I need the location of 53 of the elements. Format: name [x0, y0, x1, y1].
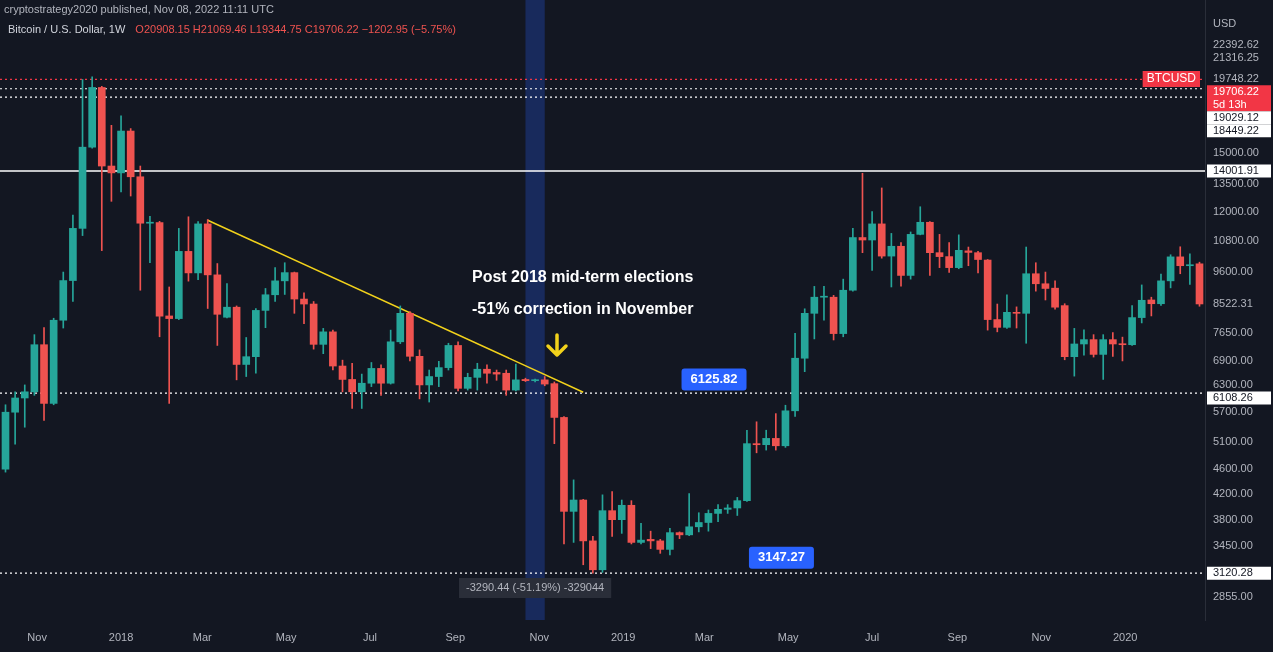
ref-line-label: 18449.22: [1213, 123, 1259, 136]
y-tick-label: 6900.00: [1213, 353, 1253, 366]
y-axis-title: USD: [1213, 17, 1237, 30]
y-tick-label: 2855.00: [1213, 590, 1253, 603]
x-tick-label: Mar: [694, 630, 715, 643]
x-tick-label: 2020: [1112, 630, 1138, 643]
ref-line-label: 3120.28: [1213, 566, 1253, 579]
y-tick-label: 8522.31: [1213, 297, 1253, 309]
band-label: -3290.44 (-51.19%) -329044: [465, 581, 605, 594]
y-tick-label: 19748.22: [1213, 71, 1259, 84]
x-tick-label: Jul: [865, 630, 880, 643]
y-tick-label: 15000.00: [1213, 145, 1259, 158]
y-tick-label: 4200.00: [1213, 486, 1253, 499]
x-tick-label: 2019: [610, 630, 636, 643]
text: Bitcoin / U.S. Dollar, 1W: [8, 23, 126, 36]
y-tick-label: 3800.00: [1213, 513, 1253, 526]
y-tick-label: 5700.00: [1213, 404, 1253, 417]
x-tick-label: Mar: [192, 630, 213, 643]
candlestick: [1186, 253, 1194, 285]
y-tick-label: 21316.25: [1213, 51, 1259, 64]
text: O20908.15 H21069.46 L19344.75 C19706.22 −1202.95 (−5.75%): [135, 23, 456, 36]
y-tick-label: 3450.00: [1213, 539, 1253, 552]
annotation: Post 2018 mid-term elections: [472, 268, 694, 286]
ref-line-label: 19706.22 5d 13h: [1213, 84, 1259, 110]
annotation: 6125.82: [690, 371, 738, 387]
ref-line-label: 19029.12: [1213, 110, 1259, 123]
y-tick-label: 22392.62: [1213, 38, 1259, 51]
x-tick-label: Sep: [445, 630, 466, 643]
ref-line-label: 6108.26: [1213, 390, 1253, 403]
candlestick: [146, 215, 154, 264]
annotation: cryptostrategy2020 published, Nov 08, 2022 11:11 UTC: [4, 3, 274, 16]
x-tick-label: Jul: [363, 630, 378, 643]
annotation: BTCUSD: [1146, 71, 1197, 86]
y-tick-label: 6300.00: [1213, 377, 1253, 390]
x-tick-label: May: [275, 630, 298, 643]
x-tick-label: Nov: [27, 630, 48, 643]
x-tick-label: Nov: [1031, 630, 1052, 643]
x-tick-label: 2018: [108, 630, 134, 643]
x-tick-label: Nov: [529, 630, 550, 643]
y-tick-label: 13500.00: [1213, 176, 1259, 189]
annotation: 3147.27: [757, 549, 805, 565]
ref-line-label: 14001.91: [1213, 163, 1259, 176]
y-tick-label: 10800.00: [1213, 233, 1259, 246]
x-tick-label: Sep: [947, 630, 968, 643]
y-tick-label: 5100.00: [1213, 434, 1253, 447]
y-tick-label: 9600.00: [1213, 265, 1253, 278]
y-tick-label: 7650.00: [1213, 325, 1253, 338]
x-tick-label: May: [777, 630, 800, 643]
y-tick-label: 12000.00: [1213, 205, 1259, 218]
candlestick: [820, 286, 828, 321]
annotation: -51% correction in November: [472, 300, 694, 318]
candlestick: [531, 378, 539, 383]
y-tick-label: 4600.00: [1213, 462, 1253, 475]
